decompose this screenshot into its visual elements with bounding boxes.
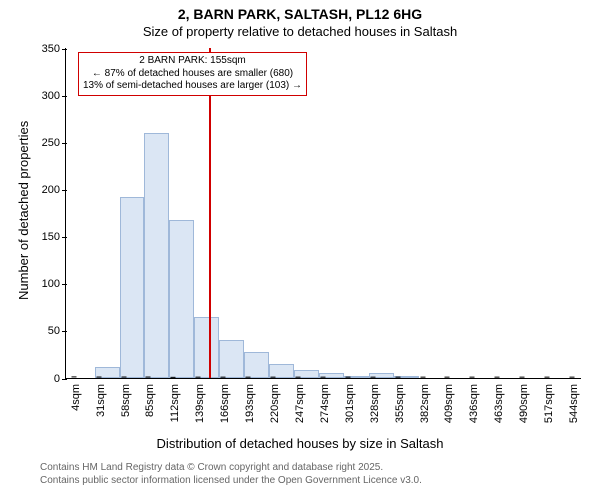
x-tick: 463sqm bbox=[493, 378, 505, 423]
x-tick: 382sqm bbox=[419, 378, 431, 423]
x-tick: 4sqm bbox=[70, 378, 82, 411]
histogram-bar bbox=[169, 220, 194, 378]
x-tick: 274sqm bbox=[319, 378, 331, 423]
y-tick: 0 bbox=[20, 373, 66, 385]
x-tick: 31sqm bbox=[95, 378, 107, 417]
chart-subtitle: Size of property relative to detached ho… bbox=[0, 24, 600, 39]
x-tick: 490sqm bbox=[518, 378, 530, 423]
x-tick: 301sqm bbox=[344, 378, 356, 423]
histogram-bar bbox=[120, 197, 145, 378]
x-tick: 355sqm bbox=[394, 378, 406, 423]
x-axis-label: Distribution of detached houses by size … bbox=[0, 436, 600, 451]
footnote-line: Contains public sector information licen… bbox=[40, 475, 600, 488]
x-tick: 85sqm bbox=[144, 378, 156, 417]
x-tick: 436sqm bbox=[468, 378, 480, 423]
x-tick: 328sqm bbox=[369, 378, 381, 423]
y-tick: 200 bbox=[20, 184, 66, 196]
annotation-line: ← 87% of detached houses are smaller (68… bbox=[83, 68, 302, 81]
reference-marker bbox=[209, 48, 211, 378]
histogram-bar bbox=[194, 317, 219, 378]
y-tick: 100 bbox=[20, 278, 66, 290]
x-tick: 409sqm bbox=[443, 378, 455, 423]
footnote: Contains HM Land Registry data © Crown c… bbox=[0, 462, 600, 487]
x-tick: 166sqm bbox=[219, 378, 231, 423]
annotation-box: 2 BARN PARK: 155sqm← 87% of detached hou… bbox=[78, 52, 307, 96]
x-tick: 193sqm bbox=[244, 378, 256, 423]
x-tick: 247sqm bbox=[294, 378, 306, 423]
y-tick: 50 bbox=[20, 325, 66, 337]
x-tick: 544sqm bbox=[568, 378, 580, 423]
x-tick: 220sqm bbox=[269, 378, 281, 423]
x-tick: 139sqm bbox=[194, 378, 206, 423]
chart-title: 2, BARN PARK, SALTASH, PL12 6HG bbox=[0, 6, 600, 22]
x-tick: 517sqm bbox=[543, 378, 555, 423]
annotation-line: 2 BARN PARK: 155sqm bbox=[83, 55, 302, 68]
histogram-chart: 2, BARN PARK, SALTASH, PL12 6HG Size of … bbox=[0, 0, 600, 500]
y-tick: 150 bbox=[20, 231, 66, 243]
histogram-bar bbox=[144, 133, 169, 378]
x-tick: 58sqm bbox=[120, 378, 132, 417]
plot-area: 0501001502002503003504sqm31sqm58sqm85sqm… bbox=[65, 48, 581, 379]
footnote-line: Contains HM Land Registry data © Crown c… bbox=[40, 462, 600, 475]
annotation-line: 13% of semi-detached houses are larger (… bbox=[83, 80, 302, 93]
y-tick: 300 bbox=[20, 90, 66, 102]
y-tick: 250 bbox=[20, 137, 66, 149]
y-tick: 350 bbox=[20, 43, 66, 55]
histogram-bar bbox=[219, 340, 244, 378]
x-tick: 112sqm bbox=[169, 378, 181, 422]
histogram-bar bbox=[244, 352, 269, 378]
